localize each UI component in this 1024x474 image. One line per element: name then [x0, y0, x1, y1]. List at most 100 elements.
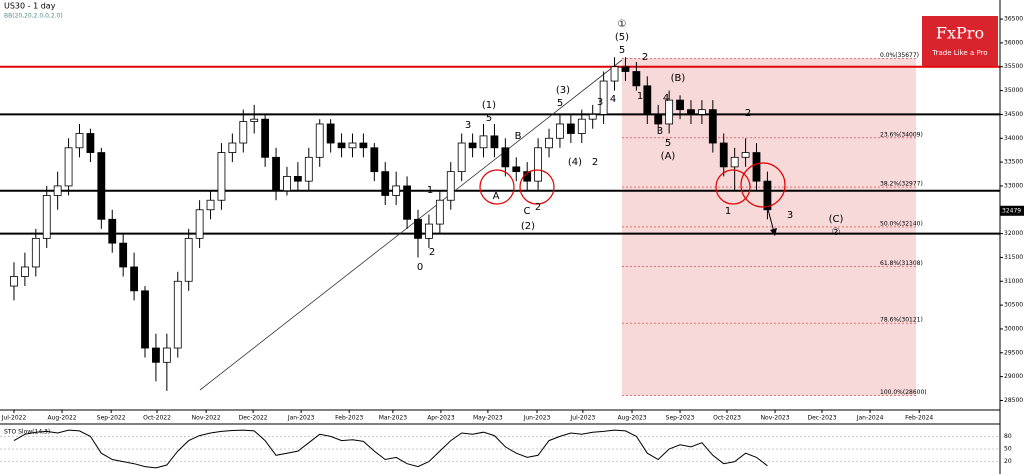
candle-body	[654, 114, 663, 125]
candle-body	[599, 80, 608, 115]
x-tick-label: Mar-2023	[379, 415, 408, 422]
x-tick-label: Oct-2023	[713, 415, 741, 422]
wave-label: 3	[787, 210, 793, 221]
highlight-circles	[479, 162, 786, 208]
wave-label: 0	[417, 262, 423, 273]
x-tick-label: Jan-2024	[856, 415, 884, 422]
x-tick-label: Jan-2023	[287, 415, 315, 422]
x-tick-label: Nov-2023	[761, 415, 790, 422]
logo-box	[922, 16, 998, 66]
candle-body	[610, 66, 619, 82]
candle-body	[643, 85, 652, 115]
circle	[479, 169, 515, 205]
wave-label: 1	[637, 91, 643, 102]
wave-label: 5	[665, 138, 671, 149]
candle-body	[512, 166, 521, 173]
candle-body	[490, 135, 499, 149]
y-tick-label: 28500	[1004, 397, 1023, 404]
candle-body	[370, 147, 379, 173]
y-tick-label: 35000	[1004, 87, 1023, 94]
candle-body	[446, 171, 455, 201]
candle-body	[556, 123, 564, 139]
x-tick-label: Feb-2023	[335, 415, 363, 422]
wave-label: (4)	[568, 157, 582, 168]
candle-body	[86, 133, 95, 153]
wave-label: 5	[486, 113, 492, 124]
candle-body	[97, 152, 106, 220]
x-tick-label: Nov-2022	[192, 415, 221, 422]
wave-label: (1)	[482, 100, 496, 111]
fib-label: 50.0%(32140)	[880, 220, 923, 227]
candle-body	[566, 123, 575, 134]
candle-body	[162, 347, 171, 363]
y-tick-label: 33500	[1004, 159, 1023, 166]
wave-label: 2	[592, 157, 598, 168]
wave-label: C	[524, 206, 531, 217]
arrow	[764, 197, 775, 233]
x-tick-label: Jul-2023	[570, 415, 596, 422]
wave-label: 2	[429, 247, 435, 258]
candle-body	[414, 218, 422, 239]
fib-label: 38.2%(32977)	[880, 181, 923, 188]
candle-body	[479, 135, 488, 149]
osc-line	[13, 429, 768, 469]
wave-label: 3	[597, 97, 603, 108]
candle-body	[261, 118, 270, 158]
candle-body	[621, 66, 630, 72]
candle-body	[381, 171, 390, 196]
x-tick-label: Jul-2022	[1, 415, 27, 422]
y-tick-label: 35500	[1004, 63, 1023, 70]
candle-body	[20, 266, 29, 277]
fib-label: 23.6%(34009)	[880, 131, 923, 138]
wave-label: 4	[610, 94, 616, 105]
fib-label: 100.0%(28600)	[880, 389, 927, 396]
candle-body	[741, 152, 750, 158]
x-tick-label: Jun-2023	[523, 415, 551, 422]
y-tick-label: 36500	[1004, 16, 1023, 23]
wave-label: ②	[832, 227, 841, 238]
fib-label: 78.6%(30121)	[880, 317, 923, 324]
circle	[519, 169, 555, 205]
wave-label: (3)	[556, 85, 570, 96]
wave-label: 2	[535, 202, 541, 213]
y-tick-label: 30500	[1004, 302, 1023, 309]
candle-body	[10, 276, 18, 287]
wave-label: 2	[642, 52, 648, 63]
osc-tick-label: 20	[1004, 458, 1012, 465]
x-tick-label: Dec-2023	[807, 415, 836, 422]
osc-tick-label: 80	[1004, 433, 1012, 440]
circle	[715, 169, 751, 205]
candle-body	[752, 152, 761, 182]
candle-body	[763, 180, 772, 211]
wave-label: (C)	[829, 214, 844, 225]
candle-body	[425, 223, 433, 239]
candle-body	[31, 237, 40, 268]
x-tick-label: Oct-2022	[143, 415, 171, 422]
candle-body	[665, 99, 674, 125]
chart-title: US30 - 1 day	[4, 2, 56, 11]
candle-body	[75, 133, 84, 149]
x-tick-label: Feb-2024	[905, 415, 933, 422]
candle-body	[435, 199, 444, 225]
y-tick-label: 31500	[1004, 254, 1023, 261]
candle-body	[687, 109, 695, 115]
wave-label: (2)	[521, 221, 535, 232]
logo: FxPro	[936, 24, 984, 43]
wave-label: 1	[427, 185, 433, 196]
wave-label: 3	[465, 120, 471, 131]
candle-body	[359, 142, 368, 149]
candle-body	[293, 175, 302, 182]
candle-body	[468, 142, 477, 149]
candle-body	[457, 142, 466, 173]
candle-body	[42, 195, 51, 239]
candle-body	[588, 114, 597, 120]
candle-body	[184, 237, 193, 282]
candle-body	[708, 109, 717, 144]
last-price-label: 32479	[1002, 207, 1021, 214]
candle-body	[632, 71, 641, 87]
y-tick-label: 31000	[1004, 278, 1023, 285]
circle	[740, 162, 786, 208]
candle-body	[337, 142, 346, 149]
candle-body	[64, 147, 73, 187]
